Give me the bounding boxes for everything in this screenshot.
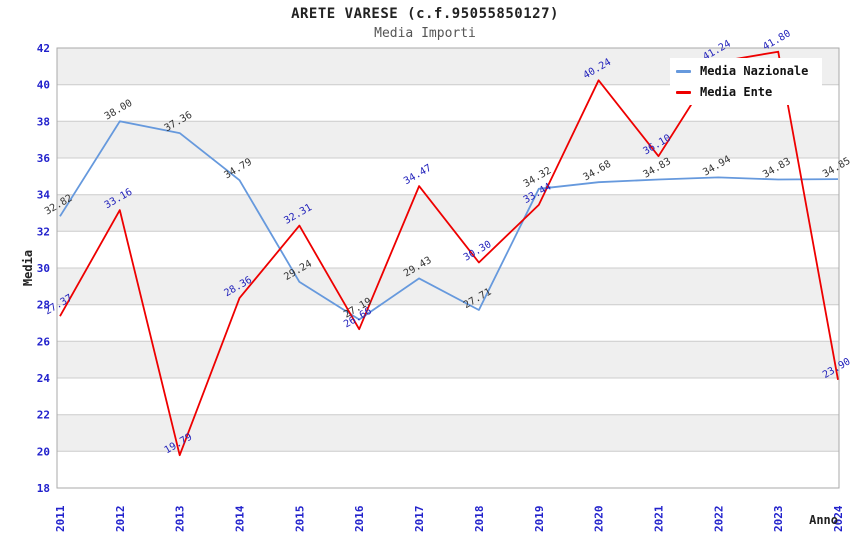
svg-text:2020: 2020 <box>593 506 606 533</box>
svg-text:18: 18 <box>37 482 50 495</box>
svg-text:2017: 2017 <box>413 506 426 533</box>
svg-text:34.85: 34.85 <box>821 156 850 181</box>
svg-text:2014: 2014 <box>234 505 247 532</box>
legend-entry-media-ente: Media Ente <box>676 85 816 99</box>
svg-text:34.79: 34.79 <box>222 157 254 182</box>
svg-text:20: 20 <box>37 445 50 458</box>
svg-text:38.00: 38.00 <box>103 98 135 123</box>
svg-text:2021: 2021 <box>653 505 666 532</box>
legend-entry-media-nazionale: Media Nazionale <box>676 64 816 78</box>
svg-text:36: 36 <box>37 152 51 165</box>
svg-text:2013: 2013 <box>174 506 187 533</box>
x-axis-title: Anno <box>809 513 838 527</box>
legend-label-media-ente: Media Ente <box>700 85 773 99</box>
media-nazionale-line-swatch <box>676 69 691 73</box>
svg-text:22: 22 <box>37 409 50 422</box>
svg-text:2011: 2011 <box>54 505 67 532</box>
svg-text:34.83: 34.83 <box>641 156 673 181</box>
legend-label-media-nazionale: Media Nazionale <box>700 64 809 78</box>
svg-text:2015: 2015 <box>293 506 306 533</box>
svg-text:34.83: 34.83 <box>761 156 793 181</box>
y-axis-title: Media <box>21 249 35 287</box>
svg-text:2016: 2016 <box>353 505 366 532</box>
svg-text:26: 26 <box>37 335 51 348</box>
svg-text:2024: 2024 <box>832 505 845 532</box>
svg-text:38: 38 <box>37 115 50 128</box>
svg-text:34.68: 34.68 <box>582 159 614 184</box>
chart-subtitle: Media Importi <box>374 26 476 41</box>
svg-text:2023: 2023 <box>772 506 785 533</box>
svg-text:2018: 2018 <box>473 506 486 533</box>
svg-text:32: 32 <box>37 225 50 238</box>
svg-text:42: 42 <box>37 42 50 55</box>
svg-text:34: 34 <box>37 189 51 202</box>
svg-text:2012: 2012 <box>114 506 127 533</box>
svg-text:30: 30 <box>37 262 50 275</box>
svg-text:28: 28 <box>37 299 50 312</box>
svg-text:24: 24 <box>37 372 51 385</box>
svg-text:40: 40 <box>37 79 50 92</box>
svg-text:2022: 2022 <box>712 506 725 533</box>
legend: Media Nazionale Media Ente <box>670 58 822 105</box>
svg-text:34.47: 34.47 <box>402 163 434 188</box>
svg-text:2019: 2019 <box>533 506 546 533</box>
chart-title: ARETE VARESE (c.f.95055850127) <box>291 6 559 22</box>
media-ente-line-swatch <box>676 90 691 94</box>
